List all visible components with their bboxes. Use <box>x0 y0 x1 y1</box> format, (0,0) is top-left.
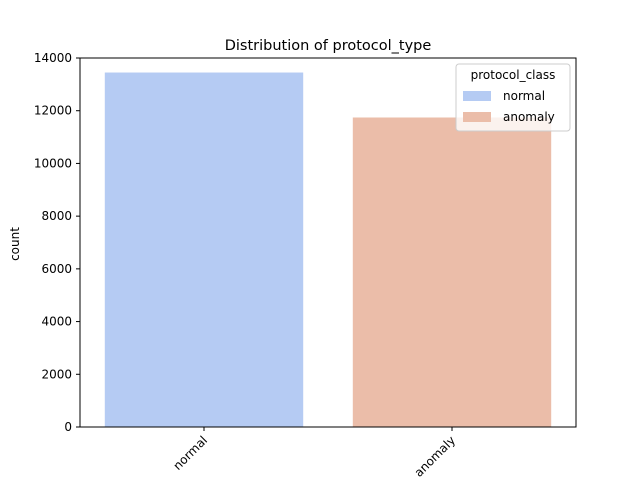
bar-normal <box>104 72 304 427</box>
y-tick-label: 6000 <box>41 262 72 276</box>
legend-swatch-normal <box>463 91 491 101</box>
y-tick-label: 10000 <box>34 156 72 170</box>
y-tick-label: 0 <box>64 420 72 434</box>
bars-group <box>104 72 552 427</box>
y-tick-label: 14000 <box>34 51 72 65</box>
y-tick-label: 2000 <box>41 367 72 381</box>
y-axis-label: count <box>8 227 22 261</box>
y-tick-label: 4000 <box>41 315 72 329</box>
bar-anomaly <box>352 117 552 427</box>
chart-title: Distribution of protocol_type <box>225 38 432 54</box>
legend-label-anomaly: anomaly <box>503 110 555 124</box>
legend-swatch-anomaly <box>463 112 491 122</box>
legend-title: protocol_class <box>471 68 556 82</box>
y-axis: 0 2000 4000 6000 8000 10000 12000 14000 <box>34 51 80 434</box>
y-tick-label: 8000 <box>41 209 72 223</box>
y-tick-label: 12000 <box>34 104 72 118</box>
plot-frame <box>79 57 577 428</box>
legend-label-normal: normal <box>503 89 545 103</box>
